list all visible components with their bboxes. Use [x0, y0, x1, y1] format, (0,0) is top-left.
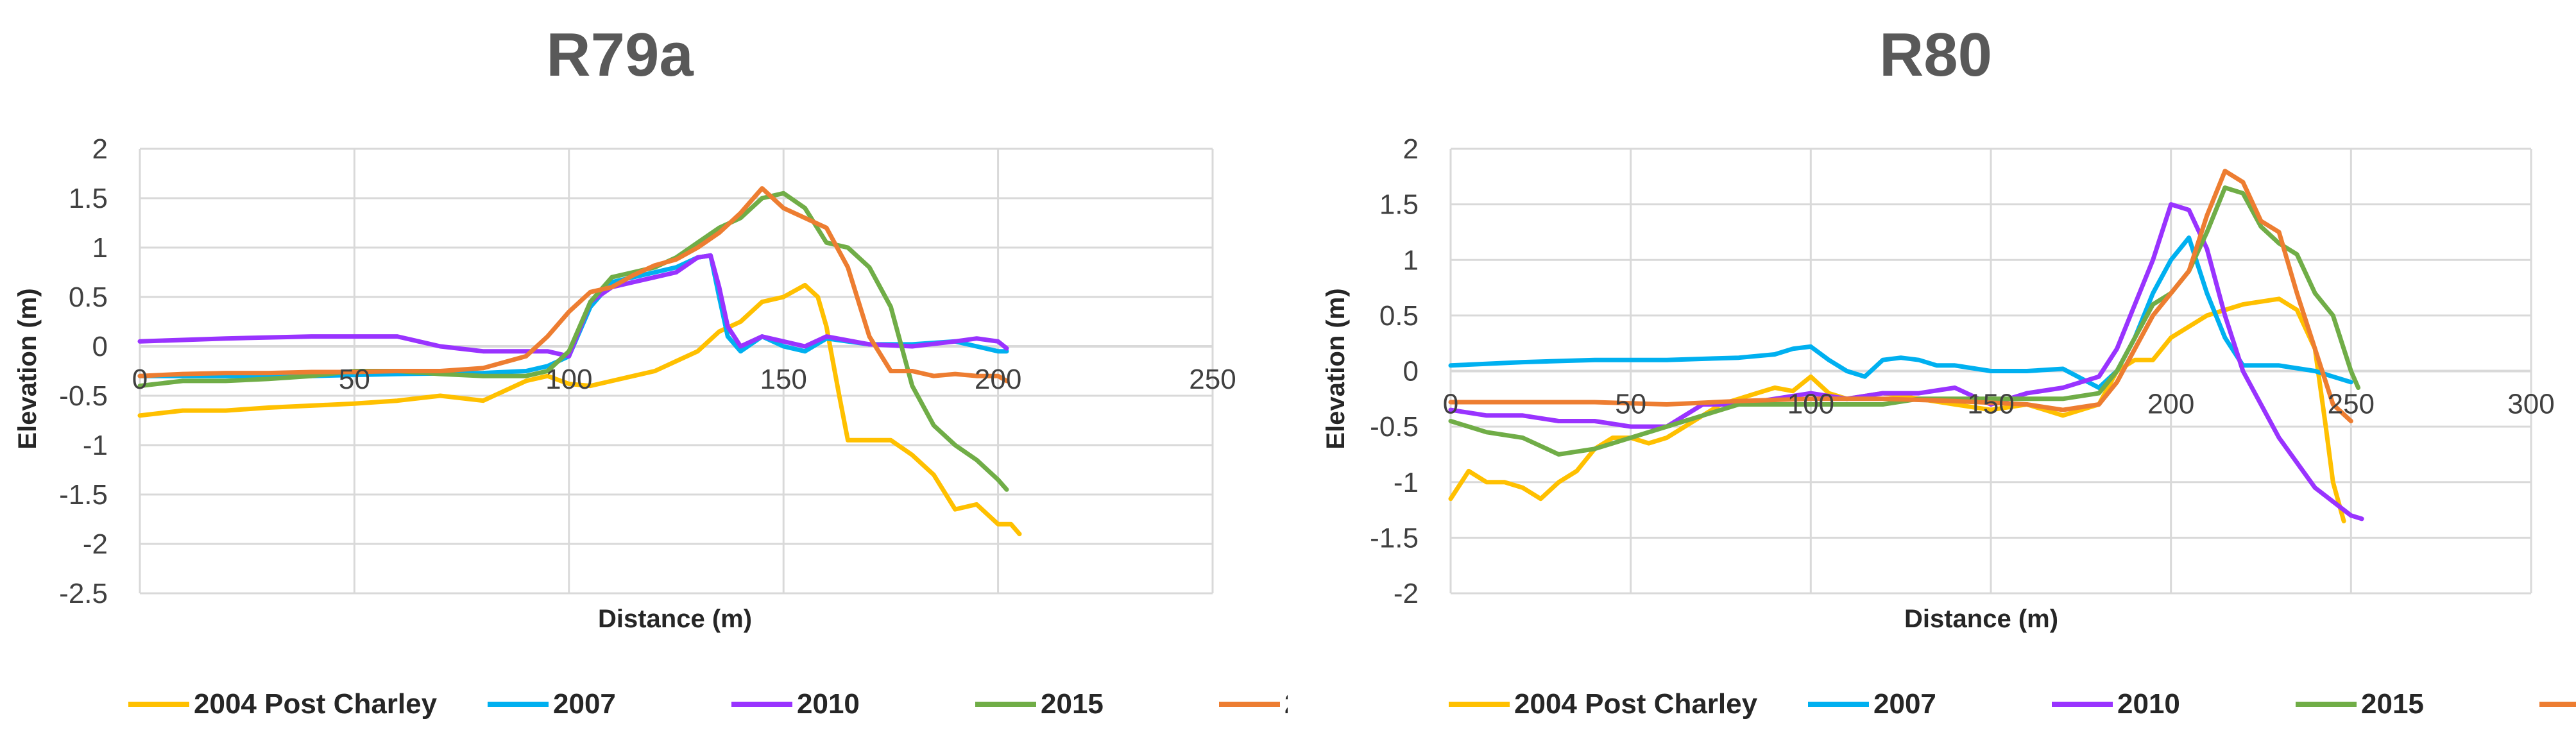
legend-item: 2015 [2296, 688, 2424, 720]
chart-r79a: R79a 2 1.5 1 0.5 0 -0.5 -1 -1.5 -2 -2.5 0 50 100 150… [13, 21, 1288, 720]
x-tick-label: 300 [2507, 389, 2554, 420]
legend-label: 2007 [553, 688, 616, 720]
y-tick-label: 2 [1403, 133, 1419, 165]
y-tick-label: 1 [92, 232, 108, 264]
legend-label: 2004 Post Charley [194, 688, 438, 720]
legend-item: 2018 [2539, 702, 2576, 707]
x-tick-label: 50 [339, 364, 370, 395]
y-tick-label: -2 [83, 529, 108, 560]
chart-title: R79a [546, 21, 694, 89]
legend-item: 2015 [975, 688, 1104, 720]
y-axis-title: Elevation (m) [1322, 288, 1350, 449]
x-tick-label: 50 [1615, 389, 1646, 420]
y-tick-label: -0.5 [59, 380, 108, 412]
y-tick-label: -1.5 [1370, 522, 1419, 554]
y-tick-label: -0.5 [1370, 411, 1419, 443]
x-tick-label: 150 [760, 364, 806, 395]
y-tick-label: -1 [1394, 467, 1419, 498]
y-tick-label: 0.5 [1379, 300, 1419, 332]
chart-r80: R80 2 1.5 1 0.5 0 -0.5 -1 -1.5 -2 0 50 100 150 200 25… [1322, 21, 2576, 720]
legend-item: 2010 [731, 688, 860, 720]
x-axis-title: Distance (m) [1904, 605, 2058, 633]
x-tick-label: 0 [1443, 389, 1458, 420]
chart-panel-r79a: R79a 2 1.5 1 0.5 0 -0.5 -1 -1.5 -2 -2.5 0 50 100 150… [13, 21, 1288, 720]
series-line-2007 [1448, 235, 2353, 390]
legend-label: 2007 [1873, 688, 1936, 720]
x-tick-label: 100 [1787, 389, 1834, 420]
y-tick-labels: 2 1.5 1 0.5 0 -0.5 -1 -1.5 -2 -2.5 [59, 133, 108, 609]
y-tick-label: 0.5 [69, 282, 108, 313]
grid [139, 148, 1214, 595]
y-tick-label: -1.5 [59, 479, 108, 511]
x-tick-label: 250 [1189, 364, 1236, 395]
y-tick-label: -2 [1394, 578, 1419, 609]
y-axis-title: Elevation (m) [13, 288, 42, 449]
series-line-2018 [1448, 169, 2353, 423]
y-tick-label: 1.5 [69, 183, 108, 214]
x-tick-label: 200 [975, 364, 1021, 395]
series-line-2015 [1448, 185, 2361, 457]
x-tick-label: 250 [2328, 389, 2375, 420]
legend: 2004 Post Charley 2007 2010 2015 2018 [1449, 688, 2576, 720]
y-tick-label: -1 [83, 430, 108, 461]
legend-item: 2007 [488, 688, 616, 720]
legend-item: 2007 [1808, 688, 1936, 720]
legend-label: 2015 [2361, 688, 2424, 720]
series-line-2018 [137, 186, 1009, 384]
x-tick-label: 150 [1967, 389, 2014, 420]
y-tick-label: 1 [1403, 244, 1419, 276]
x-tick-labels: 0 50 100 150 200 250 300 [1443, 389, 2555, 420]
y-tick-labels: 2 1.5 1 0.5 0 -0.5 -1 -1.5 -2 [1370, 133, 1419, 609]
legend-item: 2004 Post Charley [128, 688, 438, 720]
legend-item: 2004 Post Charley [1449, 688, 1758, 720]
legend-label: 2015 [1041, 688, 1104, 720]
chart-panel-r80: R80 2 1.5 1 0.5 0 -0.5 -1 -1.5 -2 0 50 100 150 200 25… [1288, 0, 2576, 753]
legend: 2004 Post Charley 2007 2010 2015 2018 [128, 688, 1288, 720]
x-axis-title: Distance (m) [598, 605, 752, 633]
x-tick-label: 200 [2147, 389, 2194, 420]
legend-item: 2010 [2052, 688, 2180, 720]
x-tick-label: 0 [132, 364, 148, 395]
chart-title: R80 [1879, 21, 1992, 89]
series-line-2004-post-charley [137, 283, 1022, 537]
series-line-2007 [137, 253, 1009, 378]
series-line-2004-post-charley [1448, 296, 2346, 523]
y-tick-label: 0 [1403, 356, 1419, 387]
legend-label: 2010 [2117, 688, 2180, 720]
x-tick-labels: 0 50 100 150 200 250 [132, 364, 1236, 395]
x-tick-label: 100 [545, 364, 592, 395]
legend-label: 2004 Post Charley [1514, 688, 1758, 720]
y-tick-label: -2.5 [59, 578, 108, 609]
y-tick-label: 1.5 [1379, 189, 1419, 221]
y-tick-label: 2 [92, 133, 108, 165]
legend-item: 2018 [1219, 688, 1288, 720]
legend-label: 2018 [1284, 688, 1288, 720]
series-group [1448, 169, 2364, 523]
series-group [137, 186, 1022, 537]
legend-label: 2010 [797, 688, 860, 720]
y-tick-label: 0 [92, 331, 108, 362]
